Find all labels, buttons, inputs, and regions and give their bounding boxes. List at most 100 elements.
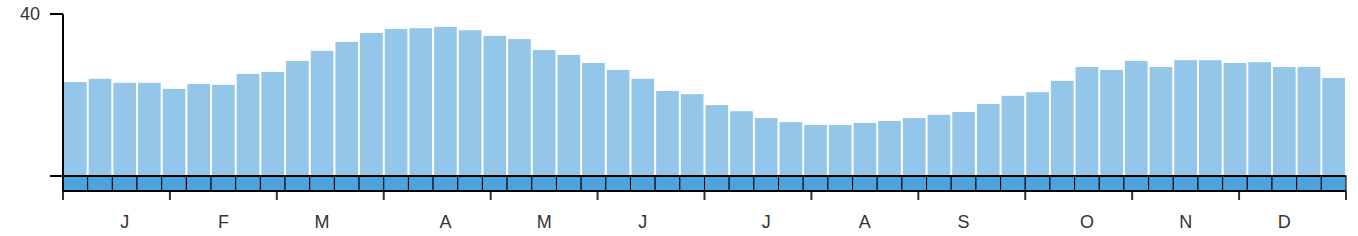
- x-tick-label: O: [1080, 212, 1094, 232]
- bar: [607, 70, 630, 176]
- week-strip: [1124, 176, 1149, 191]
- bar: [829, 125, 852, 176]
- bar: [1150, 67, 1173, 176]
- week-strip: [384, 176, 409, 191]
- bar: [755, 118, 778, 176]
- week-strip: [1025, 176, 1050, 191]
- bar: [483, 36, 506, 176]
- bar: [804, 125, 827, 176]
- week-strip: [1050, 176, 1075, 191]
- bar: [113, 83, 136, 176]
- bar: [237, 74, 260, 176]
- bar: [409, 28, 432, 176]
- bar: [508, 39, 531, 176]
- x-tick-label: A: [439, 212, 451, 232]
- week-strip: [606, 176, 631, 191]
- bar: [1051, 81, 1074, 176]
- bar: [656, 91, 679, 176]
- week-strip: [803, 176, 828, 191]
- chart: JFMAMJJASOND40: [0, 0, 1358, 236]
- bar: [706, 105, 729, 176]
- bar: [878, 121, 901, 176]
- week-strip: [433, 176, 458, 191]
- week-strip: [137, 176, 162, 191]
- bar: [311, 51, 334, 176]
- bar: [1224, 63, 1247, 176]
- bar: [187, 84, 210, 176]
- bar: [163, 89, 186, 176]
- x-tick-label: S: [958, 212, 970, 232]
- x-tick-label: A: [859, 212, 871, 232]
- month-tick: [1131, 191, 1133, 200]
- week-strip: [260, 176, 285, 191]
- week-strip: [1223, 176, 1248, 191]
- week-strip: [729, 176, 754, 191]
- month-tick: [917, 191, 919, 200]
- bar: [1298, 67, 1321, 176]
- bar: [89, 79, 112, 176]
- bar: [582, 63, 605, 176]
- week-strip: [976, 176, 1001, 191]
- month-tick: [490, 191, 492, 200]
- month-tick: [169, 191, 171, 200]
- week-strip: [1001, 176, 1026, 191]
- bar: [212, 85, 235, 176]
- week-strip: [1247, 176, 1272, 191]
- x-tick-label: J: [638, 212, 647, 232]
- week-strip: [334, 176, 359, 191]
- bar: [952, 112, 975, 176]
- week-strip: [63, 176, 88, 191]
- week-strip: [1075, 176, 1100, 191]
- bar: [1125, 61, 1148, 176]
- week-strip: [88, 176, 113, 191]
- x-tick-label: M: [537, 212, 552, 232]
- month-tick: [1024, 191, 1026, 200]
- bar: [977, 104, 1000, 176]
- week-strip: [754, 176, 779, 191]
- bar: [459, 30, 482, 176]
- bar: [631, 79, 654, 176]
- bar: [903, 118, 926, 176]
- bar: [928, 115, 951, 176]
- week-strip: [458, 176, 483, 191]
- bars: [64, 27, 1345, 176]
- week-strip: [211, 176, 236, 191]
- bar: [557, 55, 580, 176]
- bar: [385, 29, 408, 176]
- bar: [360, 33, 383, 176]
- week-strip: [310, 176, 335, 191]
- week-strip: [359, 176, 384, 191]
- week-strip: [1272, 176, 1297, 191]
- strip-bottom: [63, 190, 1346, 192]
- bar: [1002, 96, 1025, 176]
- bar: [730, 111, 753, 176]
- week-strip: [828, 176, 853, 191]
- bar: [1273, 67, 1296, 176]
- month-tick: [1238, 191, 1240, 200]
- week-strip: [532, 176, 557, 191]
- week-strip: [853, 176, 878, 191]
- bar: [854, 123, 877, 176]
- week-strip: [705, 176, 730, 191]
- week-strip: [951, 176, 976, 191]
- week-strip: [1173, 176, 1198, 191]
- bar: [1322, 78, 1345, 176]
- x-tick-label: N: [1179, 212, 1192, 232]
- week-strip: [408, 176, 433, 191]
- month-tick: [704, 191, 706, 200]
- bar: [64, 82, 87, 176]
- week-strip: [1099, 176, 1124, 191]
- y-tick-label: 40: [20, 4, 40, 24]
- y-axis-end: [50, 175, 63, 177]
- month-tick: [810, 191, 812, 200]
- x-tick-label: M: [315, 212, 330, 232]
- x-tick-label: F: [218, 212, 229, 232]
- baseline: [63, 175, 1346, 177]
- week-strip: [482, 176, 507, 191]
- bar: [286, 61, 309, 176]
- x-tick-label: D: [1278, 212, 1291, 232]
- month-tick: [597, 191, 599, 200]
- week-strip: [680, 176, 705, 191]
- week-strip: [507, 176, 532, 191]
- week-strip: [1149, 176, 1174, 191]
